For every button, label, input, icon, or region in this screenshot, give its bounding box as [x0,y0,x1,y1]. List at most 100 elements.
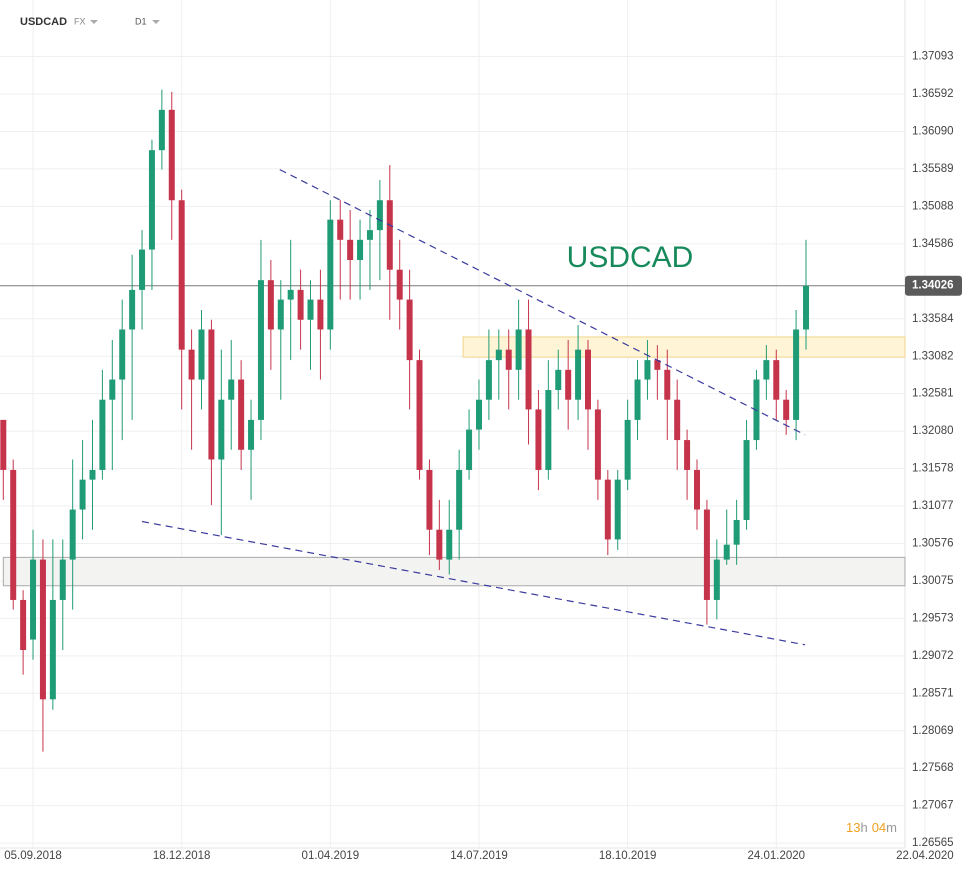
candle-body [694,469,700,510]
y-tick-label: 1.31578 [912,463,954,475]
y-tick-label: 1.29573 [912,612,954,624]
candle-body [317,299,324,330]
candle-body [723,544,730,560]
candle-body [713,559,720,600]
candle-body [525,329,532,410]
countdown-unit: h [860,820,867,835]
candle-body [426,469,433,530]
y-tick-label: 1.35589 [912,163,954,175]
candle-body [218,399,225,460]
y-tick-label: 1.33584 [912,313,954,325]
candle-body [208,329,215,460]
candle-body [287,289,294,300]
y-tick-label: 1.37093 [912,51,954,63]
x-tick-label: 14.07.2019 [450,850,508,862]
candle-body [446,529,453,560]
x-tick-label: 18.12.2018 [153,850,211,862]
candle-body [485,360,492,400]
candle-body [624,419,631,480]
candle-body [79,479,86,510]
candle-body [198,329,205,380]
timeframe[interactable]: D1 [135,16,147,26]
y-tick-label: 1.28571 [912,687,954,699]
candle-body [773,360,780,400]
candle-body [228,379,235,400]
candle-body [357,239,364,261]
dropdown-arrow[interactable] [152,20,160,24]
candle-body [416,360,423,470]
candle-body [584,349,591,410]
candle-body [703,509,710,600]
candle-body [545,390,552,470]
y-tick-label: 1.35088 [912,200,954,212]
y-tick-label: 1.32581 [912,388,954,400]
candle-body [257,280,264,420]
candle-body [69,509,76,560]
candle-body [20,599,27,651]
current-price-label: 1.34026 [912,280,954,292]
candle-body [535,409,542,470]
y-tick-label: 1.36592 [912,88,954,100]
price-label-box [905,275,962,296]
candle-body [307,299,314,320]
candle-body [733,520,740,545]
y-tick-label: 1.30075 [912,575,954,587]
candle-body [158,109,165,151]
candle-body [793,329,800,420]
candle-body [386,200,393,270]
candle-body [347,239,354,261]
candle-body [277,299,284,330]
y-tick-label: 1.32080 [912,425,954,437]
candle-body [594,409,601,480]
candle-body [565,369,572,400]
y-tick-label: 1.33082 [912,350,954,362]
candle-body [148,150,155,250]
countdown-hours: 13 [846,820,860,835]
watermark: USDCAD [567,241,694,274]
market: FX [74,16,86,26]
candle-body [297,289,304,320]
y-tick-label: 1.28069 [912,725,954,737]
candle-body [575,349,582,400]
candle-body [327,219,334,330]
candle-body [634,379,641,420]
candle-body [10,469,17,600]
candle-body [743,440,750,521]
candle-body [188,349,195,380]
candle-body [604,479,611,540]
candle-body [664,369,671,400]
candle-body [614,479,621,540]
candle-body [396,269,403,300]
countdown-unit: m [886,820,897,835]
candle-body [475,399,482,430]
symbol[interactable]: USDCAD [20,16,67,28]
candle-body [99,399,106,470]
dropdown-arrow[interactable] [90,20,98,24]
y-tick-label: 1.36090 [912,126,954,138]
y-tick-label: 1.31077 [912,500,954,512]
candle-body [515,329,522,370]
candle-body [89,469,96,480]
x-tick-label: 05.09.2018 [4,850,62,862]
candle-body [654,360,661,370]
candle-body [248,419,255,450]
trendline [141,520,806,646]
candle-body [30,559,37,640]
candle-body [555,369,562,391]
candle-body [178,200,185,350]
zone [2,556,906,587]
candle-body [119,329,126,380]
y-tick-label: 1.29072 [912,650,954,662]
candle-body [366,230,373,240]
x-tick-label: 24.01.2020 [747,850,805,862]
candle-body [456,469,463,530]
candle-body [0,419,7,470]
y-tick-label: 1.26565 [912,837,954,849]
candle-body [674,399,681,441]
candle-body [59,559,66,600]
candle-body [376,200,383,231]
candle-body [783,399,790,420]
candle-body [49,599,56,700]
